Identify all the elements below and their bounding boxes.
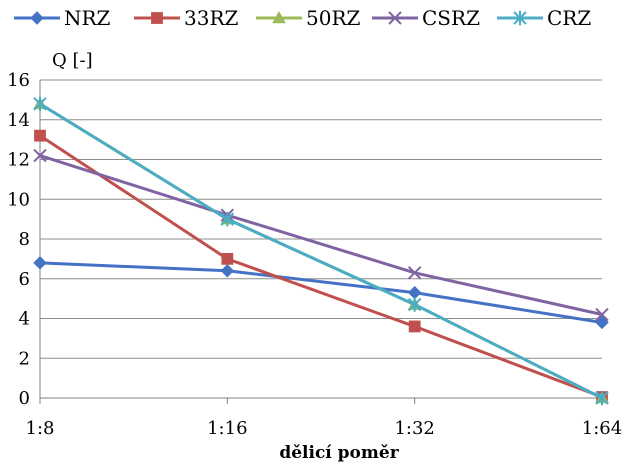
y-axis-title: Q [-] bbox=[52, 50, 93, 71]
data-point-33rz bbox=[221, 252, 234, 265]
y-tick-label: 8 bbox=[19, 229, 30, 250]
data-point-33rz bbox=[408, 320, 421, 333]
x-tick-label: 1:8 bbox=[26, 418, 55, 439]
series-layer bbox=[33, 96, 609, 406]
grid-layer bbox=[40, 79, 602, 399]
y-tick-label: 4 bbox=[19, 309, 30, 330]
legend-item-50rz: 50RZ bbox=[256, 6, 361, 30]
data-point-csrz bbox=[407, 266, 422, 280]
series-crz bbox=[33, 96, 609, 406]
legend-swatch-marker bbox=[30, 11, 44, 25]
y-tick-label: 16 bbox=[7, 70, 30, 91]
data-point-33rz bbox=[34, 129, 46, 142]
series-line-crz bbox=[39, 102, 603, 400]
legend-item-nrz: NRZ bbox=[14, 6, 111, 30]
data-point-crz bbox=[595, 390, 609, 406]
legend-swatch-marker bbox=[388, 11, 402, 25]
series-nrz bbox=[33, 256, 609, 330]
legend-label: NRZ bbox=[64, 6, 111, 30]
x-tick-label: 1:64 bbox=[582, 418, 622, 439]
legend-item-crz: CRZ bbox=[497, 6, 591, 30]
data-point-nrz bbox=[407, 285, 422, 300]
y-tick-label: 6 bbox=[19, 269, 30, 290]
x-axis-title: dělicí poměr bbox=[279, 443, 399, 463]
series-line-csrz bbox=[39, 154, 603, 316]
axis-layer: 0 2 4 6 8 10 12 14 16 1:8 1:16 1:32 1:64 bbox=[7, 70, 622, 439]
data-point-nrz bbox=[220, 264, 235, 278]
data-point-crz bbox=[220, 211, 235, 227]
y-tick-label: 0 bbox=[19, 388, 30, 409]
x-tick-label: 1:32 bbox=[394, 418, 434, 439]
legend-label: CRZ bbox=[547, 6, 591, 30]
legend: NRZ 33RZ 50RZ CSRZ CRZ bbox=[14, 6, 591, 30]
data-point-crz bbox=[33, 96, 47, 112]
y-tick-label: 2 bbox=[19, 348, 30, 369]
legend-swatch-marker bbox=[272, 10, 286, 24]
series-line-50rz bbox=[39, 102, 603, 400]
y-tick-label: 12 bbox=[7, 150, 30, 171]
legend-swatch-marker bbox=[513, 10, 527, 26]
data-point-nrz bbox=[33, 256, 47, 270]
y-tick-label: 14 bbox=[7, 110, 30, 131]
y-tick-label: 10 bbox=[7, 189, 30, 210]
legend-label: CSRZ bbox=[422, 6, 480, 30]
legend-item-33rz: 33RZ bbox=[134, 6, 239, 30]
series-line-33rz bbox=[39, 134, 603, 399]
data-point-csrz bbox=[595, 307, 609, 322]
data-point-crz bbox=[407, 297, 422, 312]
data-point-csrz bbox=[33, 148, 47, 163]
legend-swatch-marker bbox=[151, 12, 163, 24]
legend-item-csrz: CSRZ bbox=[372, 6, 480, 30]
data-point-nrz bbox=[595, 315, 609, 330]
legend-label: 33RZ bbox=[184, 6, 239, 30]
series-csrz bbox=[33, 148, 609, 322]
legend-label: 50RZ bbox=[306, 6, 361, 30]
x-tick-label: 1:16 bbox=[207, 418, 247, 439]
series-line-nrz bbox=[39, 261, 603, 324]
